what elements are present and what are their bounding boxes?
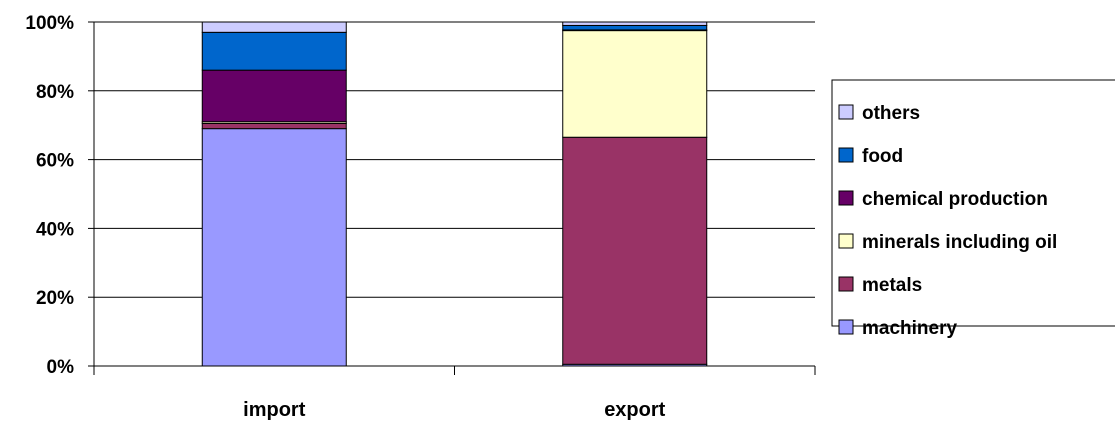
bar-segment-food-import: [201, 31, 347, 71]
legend-label: others: [862, 103, 920, 124]
axes: 0% 20% 40% 60% 80% 100% import export: [25, 13, 816, 421]
legend-box: [831, 79, 1115, 327]
legend-swatch: [838, 147, 854, 163]
y-tick-label: 0%: [47, 357, 75, 378]
y-tick-label: 20%: [36, 288, 74, 309]
legend-swatch: [838, 190, 854, 206]
legend-label: machinery: [862, 318, 957, 339]
legend-label: minerals including oil: [862, 232, 1057, 253]
legend-swatch: [838, 276, 854, 292]
bar-segment-minerals-including-oil-export: [562, 30, 708, 138]
x-category-label: import: [243, 399, 306, 421]
y-tick-label: 60%: [36, 151, 74, 172]
x-category-label: export: [604, 399, 665, 421]
bar-segment-machinery-import: [201, 128, 347, 367]
legend-swatch: [838, 319, 854, 335]
legend: others food chemical production minerals in…: [831, 79, 1115, 339]
bar-segment-food-export: [562, 24, 708, 31]
legend-label: metals: [862, 275, 922, 296]
bar-segment-chemical-production-import: [201, 69, 347, 123]
legend-label: chemical production: [862, 189, 1048, 210]
y-tick-label: 40%: [36, 219, 74, 240]
bar-segment-metals-import: [201, 122, 347, 130]
legend-swatch: [838, 233, 854, 249]
bars: [201, 21, 708, 367]
legend-swatch: [838, 104, 854, 120]
bar-segment-metals-export: [562, 136, 708, 365]
bar-segment-others-export: [562, 21, 708, 26]
bar-segment-others-import: [201, 21, 347, 33]
legend-label: food: [862, 146, 903, 167]
y-tick-label: 80%: [36, 82, 74, 103]
y-tick-label: 100%: [25, 13, 74, 34]
